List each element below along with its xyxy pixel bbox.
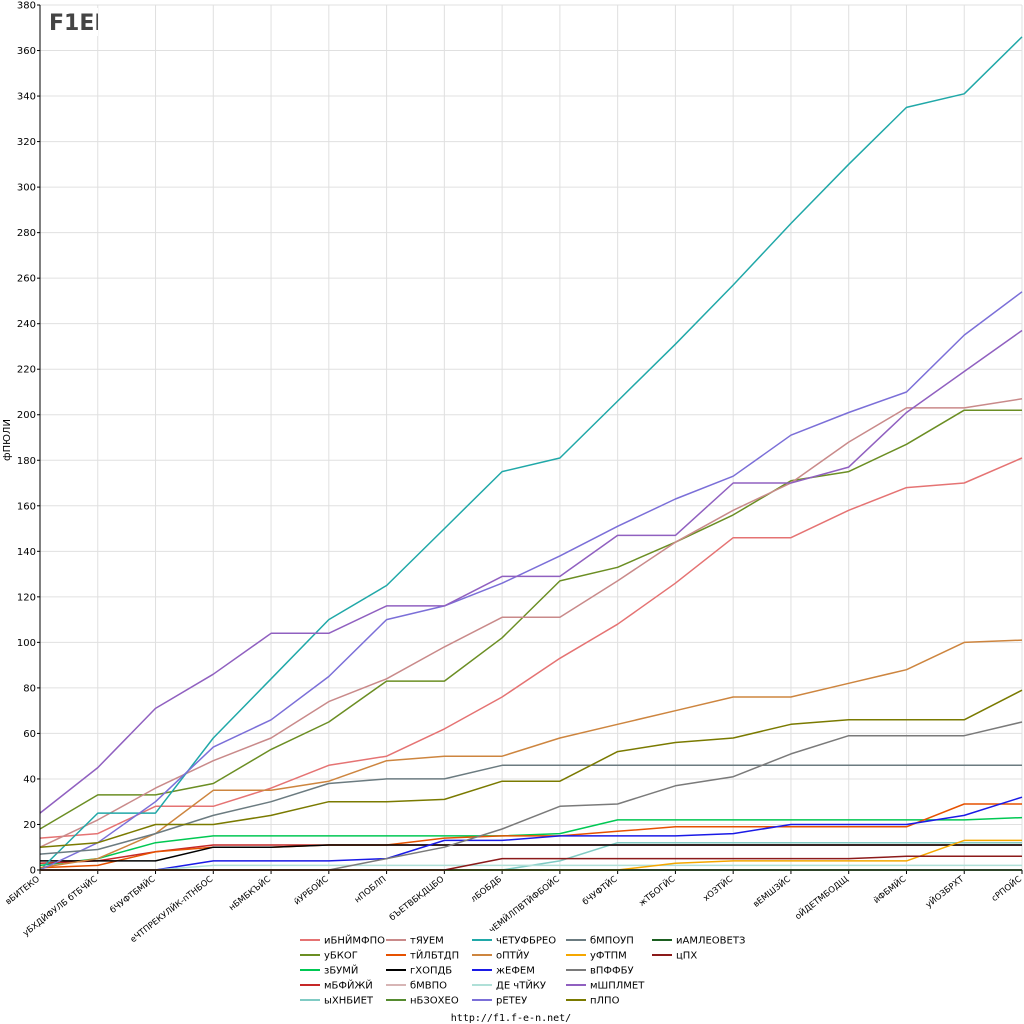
- y-tick-label: 340: [17, 92, 36, 103]
- x-tick-label: вЕМШЗЙС: [750, 873, 793, 910]
- y-tick-label: 0: [30, 866, 36, 877]
- x-tick-label: оЙДЕТМБОДЩ: [792, 873, 850, 922]
- legend-label: иБНЙМФПО: [324, 934, 385, 947]
- x-tick-label: вБИТЕКО: [4, 874, 42, 907]
- legend-label: ыХНБИЕТ: [324, 996, 374, 1007]
- legend-label: мБФЙЖЙ: [324, 979, 373, 992]
- legend-label: тЙЛБТДП: [410, 949, 459, 962]
- series-line: [39, 409, 1022, 830]
- x-tick-label: йУРБОЙС: [291, 873, 330, 908]
- y-tick-label: 240: [17, 319, 36, 330]
- legend-label: рЕТЕУ: [496, 996, 527, 1007]
- series-line: [39, 764, 1022, 855]
- y-tick-label: 280: [17, 228, 36, 239]
- legend-label: гХОПДБ: [410, 966, 452, 977]
- x-tick-label: нПОБЛП: [353, 874, 389, 905]
- legend-label: нБЗОХЕО: [410, 996, 459, 1007]
- legend-label: вПФФБУ: [590, 966, 634, 977]
- series-line: [39, 36, 1023, 871]
- y-tick-label: 120: [17, 592, 36, 603]
- y-axis-label: фПЮЛИ: [2, 419, 13, 461]
- y-tick-label: 80: [23, 683, 36, 694]
- series-line: [39, 291, 1023, 871]
- legend-label: пЛПО: [590, 996, 620, 1007]
- x-tick-label: лБОБДБ: [469, 874, 504, 904]
- grid: [39, 4, 1023, 871]
- y-tick-label: 180: [17, 456, 36, 467]
- footer-url[interactable]: http://f1.f-e-n.net/: [451, 1013, 571, 1024]
- legend-label: мШПЛМЕТ: [590, 981, 645, 992]
- y-tick-label: 100: [17, 638, 36, 649]
- legend-label: бМВПО: [410, 981, 447, 992]
- x-tick-label: бЧУФТЙС: [580, 873, 620, 908]
- series-line: [39, 689, 1023, 848]
- y-tick-label: 200: [17, 410, 36, 421]
- series-line: [39, 816, 1023, 867]
- series-line: [39, 639, 1023, 869]
- f1en-logo: F1EN: [48, 8, 98, 36]
- x-tick-label: нБМБКЪЙС: [226, 873, 273, 913]
- y-tick-label: 140: [17, 547, 36, 558]
- y-tick-label: 380: [17, 1, 36, 12]
- x-tick-label: жТБОГЙС: [636, 873, 677, 909]
- series-line: [40, 864, 1022, 871]
- axes: [39, 5, 1022, 871]
- legend-label: ДЕ чТЙКУ: [496, 979, 546, 992]
- x-tick-label: бЧУФТБМЙС: [107, 873, 157, 916]
- legend-label: уФТПМ: [590, 951, 627, 962]
- y-tick-label: 320: [17, 137, 36, 148]
- series-line: [40, 844, 1022, 862]
- legend-label: чЕТУФБРЕО: [496, 936, 556, 947]
- legend-label: зБУМЙ: [324, 964, 358, 977]
- y-tick-label: 20: [23, 820, 36, 831]
- legend-label: уБКОГ: [324, 951, 358, 962]
- y-tick-label: 40: [23, 774, 36, 785]
- x-tick-label: хОЗТЙС: [700, 873, 735, 904]
- series-line: [39, 398, 1023, 848]
- legend-label: иАМЛЕОВЕТЗ: [676, 936, 745, 947]
- y-tick-label: 260: [17, 274, 36, 285]
- y-tick-label: 300: [17, 183, 36, 194]
- legend-label: жЕФЕМ: [496, 966, 535, 977]
- y-tick-label: 160: [17, 501, 36, 512]
- series-line: [39, 329, 1023, 814]
- x-tick-label: сРПОЙС: [989, 873, 1024, 904]
- series-lines: [39, 36, 1023, 871]
- series-line: [40, 796, 1023, 871]
- legend-label: цПХ: [676, 951, 697, 962]
- legend: иБНЙМФПО уБКОГ зБУМЙ мБФЙЖЙ ыХНБИЕТ тЯУЕМ тЙЛБ…: [300, 934, 745, 1007]
- logo-text: F1EN: [49, 11, 98, 36]
- x-tick-label: уЙОЗБРХТ: [923, 872, 967, 910]
- series-line: [39, 803, 1022, 869]
- x-tick-label: йФБМЙС: [871, 873, 909, 906]
- series-line: [39, 457, 1023, 839]
- y-tick-label: 60: [23, 729, 36, 740]
- legend-label: тЯУЕМ: [410, 936, 444, 947]
- y-axis-ticks: 0 20 40 60 80 100 120 140 160 180 200 220 240 260 280 3…: [17, 1, 40, 877]
- y-tick-label: 220: [17, 365, 36, 376]
- legend-label: бМПОУП: [590, 936, 634, 947]
- legend-label: оПТЙУ: [496, 949, 529, 962]
- y-tick-label: 360: [17, 46, 36, 57]
- x-tick-label: бЪЕТВБКДЦБО: [388, 874, 447, 923]
